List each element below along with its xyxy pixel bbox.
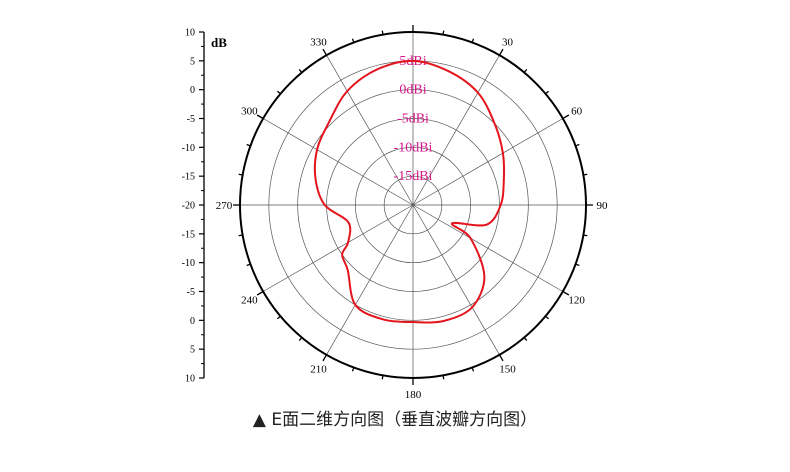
radial-axis-label: -15 [182, 172, 195, 183]
angle-tick-mark [583, 173, 588, 176]
grid-spoke [326, 204, 414, 355]
radial-axis-label: 10 [185, 374, 195, 385]
angle-tick-mark [322, 48, 328, 56]
angle-tick-label: 210 [310, 364, 327, 376]
angle-tick-mark [442, 375, 445, 380]
ring-label: -5dBi [397, 112, 429, 127]
angle-tick-mark [583, 234, 588, 237]
angle-tick-mark [471, 38, 475, 43]
grid-spoke [412, 118, 563, 206]
angle-tick-mark [276, 315, 281, 320]
radial-axis-label: 10 [185, 28, 195, 39]
radial-axis-label: 0 [190, 85, 195, 96]
angle-tick-mark [562, 114, 570, 120]
angle-tick-mark [246, 263, 251, 267]
radial-axis-label: 5 [190, 345, 195, 356]
grid-spoke [412, 55, 500, 206]
radial-axis-label: 5 [190, 56, 195, 67]
angle-tick-mark [276, 90, 281, 95]
angle-tick-mark [523, 68, 528, 73]
angle-tick-label: 180 [405, 389, 422, 401]
angle-tick-mark [523, 337, 528, 342]
radial-axis-label: -5 [187, 114, 195, 125]
ring-label: 0dBi [399, 83, 426, 98]
angle-tick-mark [238, 234, 243, 237]
angle-tick-mark [256, 290, 264, 296]
series-line [313, 59, 506, 324]
grid-spoke [263, 204, 414, 292]
angle-tick-mark [298, 68, 303, 73]
angle-tick-mark [545, 315, 550, 320]
angle-tick-mark [575, 143, 580, 147]
chart-caption: ▲ E面二维方向图（垂直波瓣方向图） [252, 410, 538, 430]
angle-tick-mark [256, 114, 264, 120]
grid-spoke [412, 204, 500, 355]
angle-tick-mark [381, 375, 384, 380]
radial-axis-label: -10 [182, 258, 195, 269]
angle-tick-label: 120 [568, 295, 585, 307]
angle-tick-mark [562, 290, 570, 296]
angle-tick-mark [351, 367, 355, 372]
angle-tick-label: 240 [241, 295, 258, 307]
angle-tick-mark [575, 263, 580, 267]
grid-spoke [412, 204, 563, 292]
angle-tick-mark [498, 354, 504, 362]
angle-tick-mark [238, 173, 243, 176]
radial-axis-label: -10 [182, 143, 195, 154]
grid-spoke [263, 118, 414, 206]
angle-tick-label: 60 [571, 106, 583, 118]
grid-spoke [326, 55, 414, 206]
angle-tick-label: 300 [241, 106, 258, 118]
ring-label: -10dBi [394, 140, 433, 155]
angle-tick-label: 90 [597, 200, 609, 212]
radial-axis-unit: dB [211, 35, 227, 50]
angle-tick-mark [322, 354, 328, 362]
radial-axis-label: -15 [182, 229, 195, 240]
angle-tick-mark [498, 48, 504, 56]
angle-tick-mark [545, 90, 550, 95]
angle-tick-mark [471, 367, 475, 372]
angle-tick-label: 30 [502, 36, 514, 48]
angle-tick-mark [381, 30, 384, 35]
angle-tick-mark [351, 38, 355, 43]
angle-tick-label: 330 [310, 36, 327, 48]
angle-tick-mark [246, 143, 251, 147]
angle-tick-mark [442, 30, 445, 35]
angle-tick-label: 150 [499, 364, 516, 376]
radial-axis-label: 0 [190, 316, 195, 327]
angle-tick-label: 270 [216, 200, 233, 212]
radial-axis-label: -20 [182, 201, 195, 212]
ring-label: -15dBi [394, 169, 433, 184]
angle-tick-mark [298, 337, 303, 342]
radial-axis-label: -5 [187, 287, 195, 298]
